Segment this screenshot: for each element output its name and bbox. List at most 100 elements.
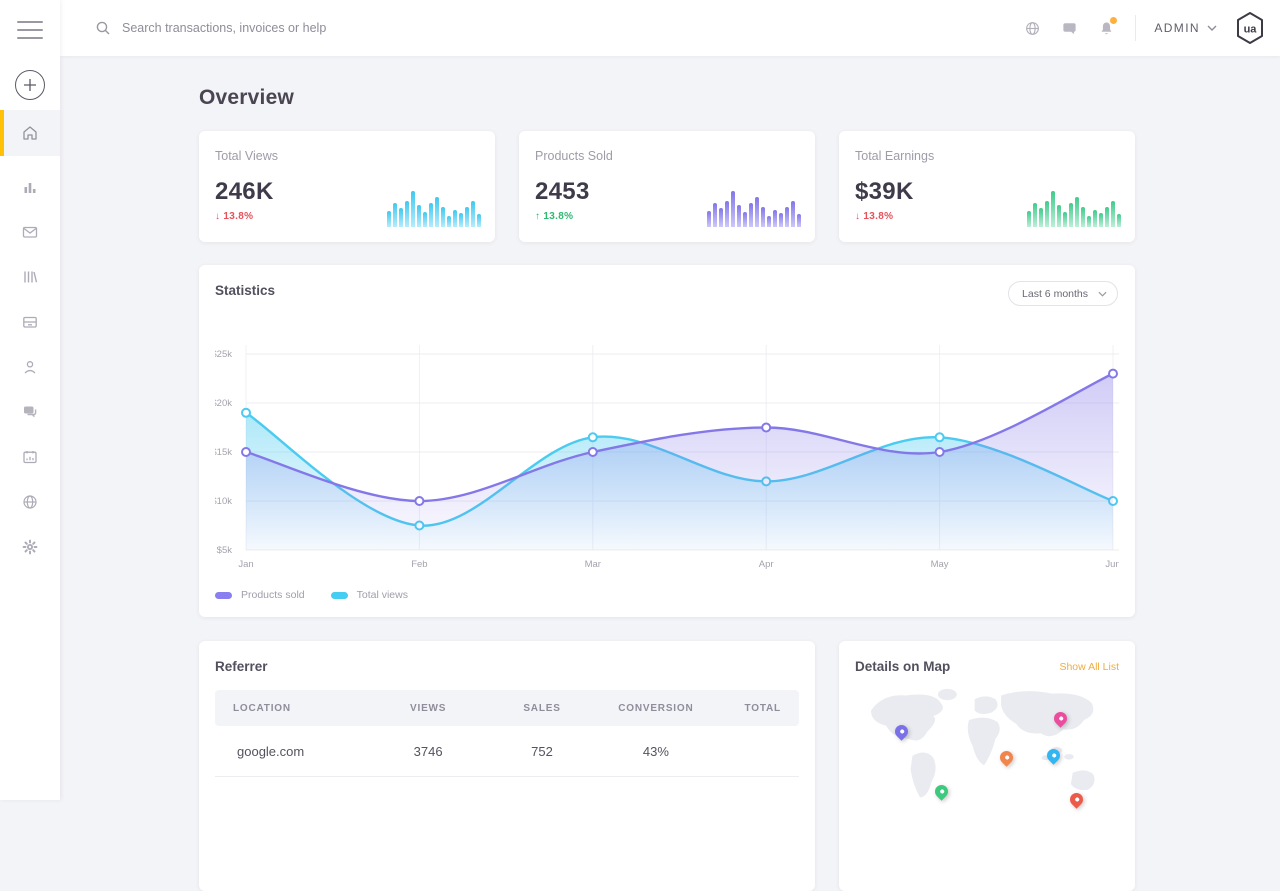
user-icon — [24, 360, 36, 373]
legend-swatch — [330, 591, 348, 599]
table-cell-conversion: 43% — [642, 743, 669, 759]
archive-icon — [23, 316, 37, 328]
trend-arrow-icon: ↓ — [215, 211, 221, 222]
stat-value: $39K — [855, 178, 914, 205]
books-icon — [24, 271, 38, 282]
svg-text:$25k: $25k — [215, 349, 232, 360]
column-header: TOTAL — [744, 702, 781, 714]
sidebar-item-home[interactable] — [0, 110, 60, 156]
header-divider — [1135, 15, 1137, 41]
chevron-down-icon — [1207, 25, 1217, 31]
stat-title: Total Views — [215, 149, 278, 163]
sparkline-chart — [387, 191, 481, 227]
legend-label: Total views — [356, 589, 408, 601]
column-header: CONVERSION — [618, 702, 694, 714]
legend-item[interactable]: Total views — [330, 589, 408, 601]
chevron-down-icon — [1098, 291, 1107, 297]
brand-logo[interactable]: ua — [1234, 11, 1266, 45]
search-icon — [96, 21, 110, 35]
bar-chart-icon — [24, 182, 36, 193]
stat-title: Total Earnings — [855, 149, 935, 163]
map-panel: Details on Map Show All List — [839, 641, 1135, 891]
stat-card-total-views: Total Views 246K ↓ 13.8% — [199, 131, 495, 242]
table-cell-sales: 752 — [531, 743, 553, 759]
svg-text:$20k: $20k — [215, 398, 232, 409]
date-range-select[interactable]: Last 6 months — [1008, 281, 1118, 306]
svg-text:Jan: Jan — [238, 559, 253, 570]
gear-icon — [22, 539, 38, 554]
column-header: VIEWS — [410, 702, 447, 714]
referrer-panel: Referrer LOCATION VIEWS SALES CONVERSION TOT… — [199, 641, 815, 891]
stat-card-products-sold: Products Sold 2453 ↑ 13.8% — [519, 131, 815, 242]
sidebar-item-inbox[interactable] — [0, 209, 60, 254]
svg-text:May: May — [931, 559, 949, 570]
svg-text:$10k: $10k — [215, 496, 232, 507]
panel-title: Referrer — [215, 659, 268, 674]
search-input[interactable] — [120, 20, 450, 36]
svg-text:$15k: $15k — [215, 447, 232, 458]
sidebar-item-calendar[interactable] — [0, 434, 60, 479]
header-actions: ADMIN ua — [1014, 10, 1266, 46]
search-bar — [95, 20, 450, 36]
column-header: SALES — [523, 702, 561, 714]
svg-text:Mar: Mar — [585, 559, 601, 570]
stat-delta: ↓ 13.8% — [215, 211, 254, 222]
statistics-chart: $25k $20k $15k $10k $5k Jan Feb Mar Apr May Jun — [215, 345, 1119, 570]
stat-card-total-earnings: Total Earnings $39K ↓ 13.8% — [839, 131, 1135, 242]
sidebar-item-archive[interactable] — [0, 299, 60, 344]
chart-legend: Products sold Total views — [215, 589, 408, 601]
date-range-value: Last 6 months — [1022, 287, 1088, 300]
trend-arrow-icon: ↓ — [855, 211, 861, 222]
hamburger-menu-icon[interactable] — [17, 21, 43, 39]
language-globe-button[interactable] — [1014, 10, 1051, 46]
world-map — [854, 678, 1118, 828]
panel-title: Statistics — [215, 283, 276, 298]
page-title: Overview — [199, 86, 294, 109]
admin-menu[interactable]: ADMIN — [1150, 15, 1221, 41]
svg-text:Jun: Jun — [1105, 559, 1119, 570]
add-button[interactable] — [15, 70, 45, 100]
sidebar — [0, 0, 60, 800]
world-map-silhouette — [870, 688, 1095, 798]
legend-item[interactable]: Products sold — [215, 589, 305, 601]
stat-title: Products Sold — [535, 149, 613, 163]
table-row: google.com 3746 752 43% — [215, 726, 799, 777]
svg-text:Feb: Feb — [411, 559, 427, 570]
sidebar-item-profile[interactable] — [0, 344, 60, 389]
statistics-panel: Statistics Last 6 months $25k $20k $15k $10… — [199, 265, 1135, 617]
notifications-button[interactable] — [1088, 10, 1125, 46]
top-header: ADMIN ua — [60, 0, 1280, 56]
hexagon-logo-icon: ua — [1237, 12, 1263, 44]
legend-label: Products sold — [241, 589, 305, 601]
sidebar-item-analytics[interactable] — [0, 164, 60, 209]
sidebar-item-library[interactable] — [0, 254, 60, 299]
panel-title: Details on Map — [855, 659, 951, 674]
notification-badge — [1110, 17, 1118, 24]
sidebar-item-web[interactable] — [0, 479, 60, 524]
sparkline-chart — [1027, 191, 1121, 227]
stat-value: 2453 — [535, 178, 590, 205]
svg-text:Apr: Apr — [759, 559, 774, 570]
sidebar-item-messages[interactable] — [0, 389, 60, 434]
stat-value: 246K — [215, 178, 274, 205]
envelope-icon — [22, 226, 38, 238]
table-header-row: LOCATION VIEWS SALES CONVERSION TOTAL — [215, 690, 799, 726]
bell-icon — [1101, 21, 1112, 34]
trend-arrow-icon: ↑ — [535, 211, 541, 222]
referrer-table: LOCATION VIEWS SALES CONVERSION TOTAL google… — [215, 690, 799, 777]
chat-bubbles-icon — [24, 406, 37, 417]
stat-cards-row: Total Views 246K ↓ 13.8% Products Sold 2… — [199, 131, 1135, 242]
show-all-list-link[interactable]: Show All List — [1059, 661, 1119, 673]
bottom-row: Referrer LOCATION VIEWS SALES CONVERSION TOT… — [199, 641, 1135, 891]
main-content: Overview Total Views 246K ↓ 13.8% Produc… — [199, 56, 1135, 891]
admin-label: ADMIN — [1154, 21, 1200, 35]
active-indicator-bar — [0, 110, 4, 156]
legend-swatch — [215, 591, 232, 599]
table-body: google.com 3746 752 43% — [215, 726, 799, 777]
table-cell-views: 3746 — [413, 743, 443, 759]
messages-button[interactable] — [1051, 10, 1088, 46]
sidebar-item-settings[interactable] — [0, 524, 60, 569]
globe-icon — [1026, 21, 1040, 35]
logo-text: ua — [1244, 24, 1258, 36]
table-cell-location: google.com — [237, 743, 305, 759]
